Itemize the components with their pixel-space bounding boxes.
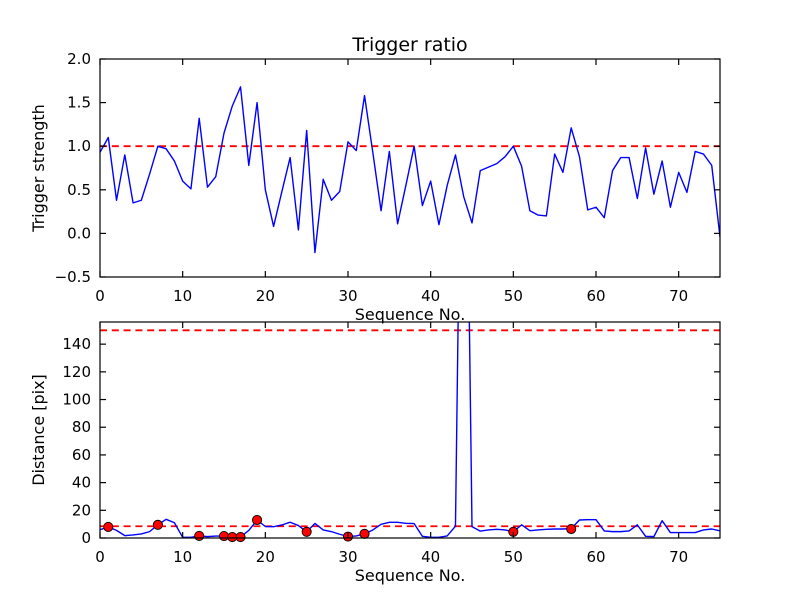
y-tick-label: 80 <box>72 418 91 436</box>
y-tick-label: 120 <box>62 363 91 381</box>
y-tick-label: −0.5 <box>55 268 91 286</box>
y-tick-label: 60 <box>72 446 91 464</box>
y-tick-label: 0.0 <box>67 224 91 242</box>
distance-plot-area: 0 10 20 30 40 50 60 70 0 20 40 60 80 100 120 140 <box>62 321 721 566</box>
figure-title: Trigger ratio <box>351 34 467 56</box>
event-marker-dot <box>218 531 230 542</box>
event-marker-dot <box>359 528 370 539</box>
axes-box <box>99 321 721 539</box>
data-line <box>100 322 720 538</box>
bottom-x-axis-label: Sequence No. <box>355 566 466 585</box>
event-marker-dot <box>301 526 312 537</box>
y-tick-label: 0 <box>81 529 91 547</box>
x-tick-label: 0 <box>95 287 105 305</box>
y-tick-label: 1.0 <box>67 137 91 155</box>
y-tick-label: 1.5 <box>67 94 91 112</box>
bottom-y-axis-label: Distance [pix] <box>29 374 48 486</box>
y-tick-label: 100 <box>62 391 91 409</box>
x-tick-label: 30 <box>338 548 357 566</box>
x-tick-label: 50 <box>504 548 523 566</box>
event-marker-dot <box>235 531 246 543</box>
x-tick-label: 30 <box>338 287 357 305</box>
event-marker-dot <box>194 530 205 541</box>
x-tick-label: 10 <box>173 287 192 305</box>
x-tick-label: 20 <box>256 548 275 566</box>
x-tick-label: 60 <box>586 287 605 305</box>
y-tick-label: 20 <box>72 501 91 519</box>
x-tick-label: 70 <box>669 287 688 305</box>
trigger-ratio-subplot: 0 10 20 30 40 50 60 70 2.0 1.5 1.0 0.5 0.0 −0.5 Trigg… <box>29 34 721 324</box>
y-tick-label: 40 <box>72 474 91 492</box>
event-marker-dot <box>103 521 114 532</box>
top-x-axis-label: Sequence No. <box>355 305 466 324</box>
axes-box <box>99 58 721 278</box>
event-marker-dot <box>152 519 163 530</box>
data-line <box>100 86 720 254</box>
y-tick-label: 140 <box>62 335 91 353</box>
x-tick-label: 50 <box>504 287 523 305</box>
x-tick-label: 40 <box>421 287 440 305</box>
top-y-axis-label: Trigger strength <box>29 104 48 233</box>
x-tick-label: 40 <box>421 548 440 566</box>
x-tick-label: 0 <box>95 548 105 566</box>
x-tick-label: 70 <box>669 548 688 566</box>
y-tick-label: 2.0 <box>67 50 91 68</box>
x-tick-label: 60 <box>586 548 605 566</box>
distance-subplot: 0 10 20 30 40 50 60 70 0 20 40 60 80 100 120 140 Sequen… <box>29 321 721 585</box>
y-tick-label: 0.5 <box>67 181 91 199</box>
event-marker-dot <box>252 514 263 526</box>
x-tick-label: 20 <box>256 287 275 305</box>
event-marker-dot <box>566 523 577 535</box>
trigger-ratio-plot-area: 0 10 20 30 40 50 60 70 2.0 1.5 1.0 0.5 0.0 −0.5 <box>55 50 721 305</box>
x-tick-label: 10 <box>173 548 192 566</box>
